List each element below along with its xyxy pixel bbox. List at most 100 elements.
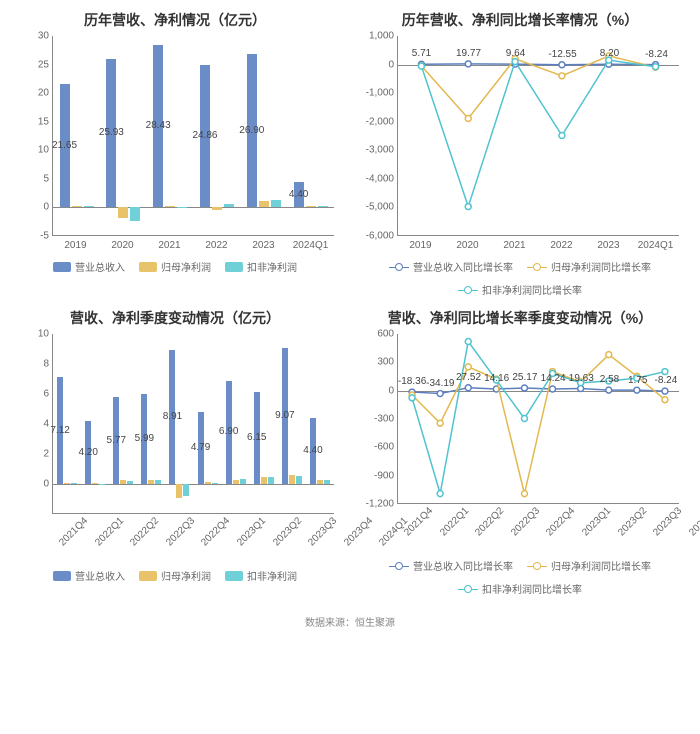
bar	[155, 480, 161, 484]
bar	[296, 476, 302, 484]
bar-value-label: 4.40	[289, 189, 308, 200]
bar	[183, 484, 189, 496]
y-axis-tick: 0	[356, 385, 394, 396]
bar	[148, 480, 154, 485]
bar	[64, 483, 70, 485]
y-axis-tick: 30	[11, 31, 49, 42]
legend-item: 归母净利润	[139, 259, 211, 274]
y-axis-tick: 5	[11, 173, 49, 184]
x-axis-label: 2019	[52, 240, 99, 251]
legend-item: 扣非净利润	[225, 568, 297, 583]
bar-group: 6.15	[250, 334, 278, 513]
x-axis-label: 2021	[491, 240, 538, 251]
line-point-label: 2.58	[600, 374, 619, 385]
bar-group: 8.91	[165, 334, 193, 513]
x-axis-label: 2024Q1	[632, 240, 679, 251]
line-point-label: 25.17	[512, 372, 537, 383]
y-axis-tick: 600	[356, 329, 394, 340]
bar	[120, 480, 126, 485]
bar	[318, 206, 328, 207]
bar	[71, 483, 77, 484]
y-axis-tick: 10	[11, 145, 49, 156]
line-point-label: 9.64	[506, 48, 525, 59]
y-axis-tick: 10	[11, 329, 49, 340]
line-point-label: -8.24	[645, 49, 668, 60]
bar-group: 4.40	[306, 334, 334, 513]
x-axis-label: 2022	[193, 240, 240, 251]
bar	[268, 477, 274, 484]
legend-item: 营业总收入同比增长率	[389, 558, 513, 573]
chart-legend: 营业总收入同比增长率 归母净利润同比增长率扣非净利润同比增长率	[355, 558, 685, 596]
bar-value-label: 25.93	[99, 127, 124, 138]
quarterly-growth-rate-panel: 营收、净利同比增长率季度变动情况（%）-1,200-900-600-300030…	[355, 308, 685, 596]
y-axis-tick: 300	[356, 357, 394, 368]
y-axis-tick: -600	[356, 442, 394, 453]
bar-value-label: 4.79	[191, 442, 210, 453]
bar	[176, 484, 182, 498]
legend-swatch	[458, 584, 478, 594]
y-axis-tick: 4	[11, 419, 49, 430]
legend-label: 归母净利润同比增长率	[551, 558, 651, 573]
legend-swatch	[225, 571, 243, 581]
chart-grid: 历年营收、净利情况（亿元）-505101520253021.6525.9328.…	[10, 10, 690, 596]
legend-swatch	[225, 262, 243, 272]
chart-plot-area: 02468107.124.205.775.998.914.796.906.159…	[52, 334, 334, 514]
bar-value-label: 4.40	[303, 445, 322, 456]
y-axis-tick: -5	[11, 231, 49, 242]
legend-item: 扣非净利润	[225, 259, 297, 274]
x-axis-label: 2022	[538, 240, 585, 251]
bar-value-label: 5.99	[135, 433, 154, 444]
y-axis-tick: -1,000	[356, 88, 394, 99]
bar	[224, 204, 234, 207]
legend-swatch	[389, 561, 409, 571]
bar	[259, 201, 269, 207]
legend-label: 扣非净利润	[247, 259, 297, 274]
legend-swatch	[53, 571, 71, 581]
line-point-label: 14.16	[484, 373, 509, 384]
bar	[212, 483, 218, 485]
bar-value-label: 8.91	[163, 411, 182, 422]
x-axis-label: 2023	[585, 240, 632, 251]
annual-revenue-profit-panel: 历年营收、净利情况（亿元）-505101520253021.6525.9328.…	[10, 10, 340, 298]
quarterly-revenue-profit-panel: 营收、净利季度变动情况（亿元）02468107.124.205.775.998.…	[10, 308, 340, 596]
legend-item: 归母净利润同比增长率	[527, 558, 651, 573]
y-axis-tick: 25	[11, 59, 49, 70]
bar-group: 7.12	[53, 334, 81, 513]
line-point-label: 27.52	[456, 372, 481, 383]
y-axis-tick: -6,000	[356, 231, 394, 242]
legend-label: 归母净利润同比增长率	[551, 259, 651, 274]
legend-label: 营业总收入	[75, 259, 125, 274]
legend-swatch	[527, 561, 547, 571]
legend-swatch	[527, 262, 547, 272]
bar-value-label: 24.86	[192, 130, 217, 141]
bar	[118, 207, 128, 218]
legend-item: 营业总收入同比增长率	[389, 259, 513, 274]
legend-item: 扣非净利润同比增长率	[458, 282, 582, 297]
legend-item: 归母净利润	[139, 568, 211, 583]
line-point-label: 5.71	[412, 48, 431, 59]
chart-title: 历年营收、净利情况（亿元）	[10, 10, 340, 30]
y-axis-tick: -3,000	[356, 145, 394, 156]
bar-value-label: 6.15	[247, 432, 266, 443]
legend-swatch	[139, 571, 157, 581]
y-axis-tick: 8	[11, 359, 49, 370]
y-axis-tick: -900	[356, 470, 394, 481]
bar	[324, 480, 330, 484]
legend-label: 营业总收入	[75, 568, 125, 583]
line-point-label: 8.20	[600, 48, 619, 59]
legend-label: 扣非净利润同比增长率	[482, 581, 582, 596]
bar-group: 25.93	[100, 36, 147, 235]
bar	[240, 479, 246, 484]
bar-group: 26.90	[240, 36, 287, 235]
bar-group: 4.40	[287, 36, 334, 235]
bar	[72, 206, 82, 208]
legend-label: 归母净利润	[161, 259, 211, 274]
y-axis-tick: 2	[11, 449, 49, 460]
bar-value-label: 7.12	[50, 425, 69, 436]
bar	[233, 480, 239, 485]
line-point-label: -18.36	[398, 376, 426, 387]
line-point-label: 1.75	[628, 375, 647, 386]
y-axis-tick: 20	[11, 88, 49, 99]
chart-plot-area: -6,000-5,000-4,000-3,000-2,000-1,00001,0…	[397, 36, 679, 236]
bar	[271, 200, 281, 207]
